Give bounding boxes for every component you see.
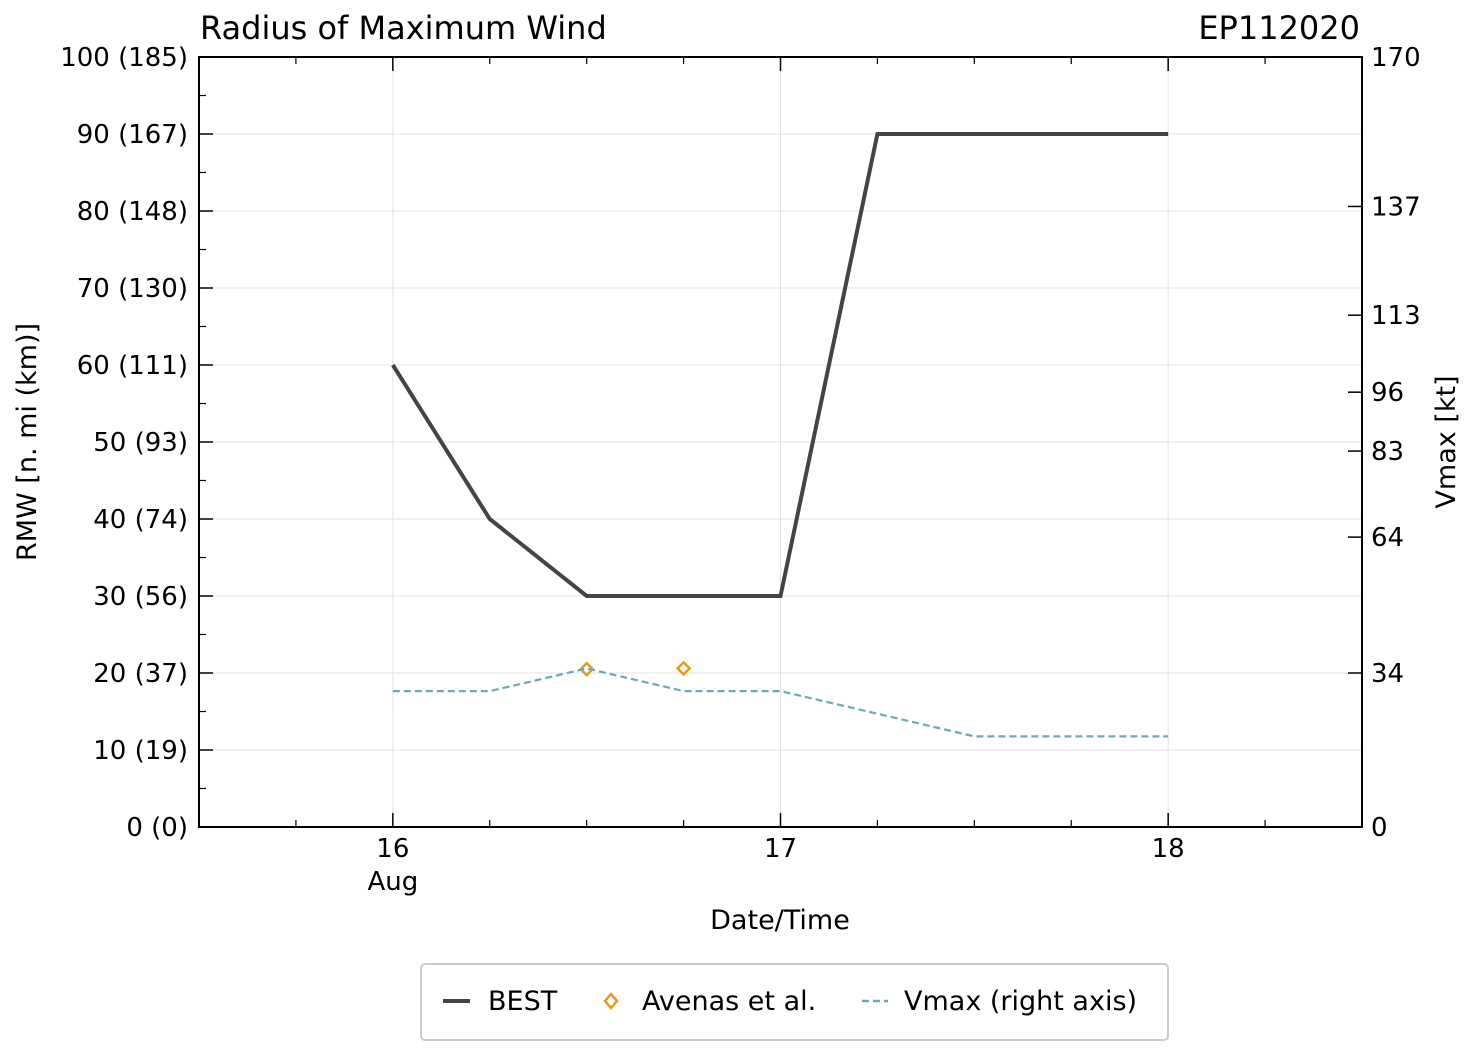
legend-vmax-label: Vmax (right axis) xyxy=(904,986,1137,1017)
y2-tick-label: 83 xyxy=(1371,437,1404,467)
avenas-point xyxy=(675,660,692,677)
x-tick-label: 16 xyxy=(376,834,409,864)
y-tick-label: 90 (167) xyxy=(77,120,188,150)
y-tick-label: 40 (74) xyxy=(93,505,188,535)
y-tick-label: 0 (0) xyxy=(126,813,188,843)
y2-tick-label: 96 xyxy=(1371,378,1404,408)
y-tick-label: 30 (56) xyxy=(93,582,188,612)
y-axis-label: RMW [n. mi (km)] xyxy=(12,323,43,561)
y2-axis-label: Vmax [kt] xyxy=(1431,375,1462,508)
y2-tick-label: 170 xyxy=(1371,43,1421,73)
grid-lines xyxy=(199,56,1362,828)
y2-tick-label: 137 xyxy=(1371,192,1421,222)
axes-layer: 0 (0) 10 (19) 20 (37) 30 (56) 40 (74) 50 (93)… xyxy=(60,43,1420,897)
y-tick-label: 100 (185) xyxy=(60,43,188,73)
avenas-point xyxy=(578,661,595,677)
legend-avenas-marker xyxy=(603,992,619,1010)
y2-tick-label: 34 xyxy=(1371,659,1404,689)
y-tick-label: 60 (111) xyxy=(77,351,188,381)
series-layer xyxy=(391,132,1169,738)
y2-tick-label: 0 xyxy=(1371,813,1388,843)
legend: BEST Avenas et al. Vmax (right axis) xyxy=(420,963,1169,1041)
y-tick-label: 10 (19) xyxy=(93,736,188,766)
y2-tick-label: 113 xyxy=(1371,301,1421,331)
best-line xyxy=(391,132,1169,598)
x-tick-label: 17 xyxy=(764,834,797,864)
x-tick-label: 18 xyxy=(1152,834,1185,864)
storm-id: EP112020 xyxy=(1198,9,1360,47)
legend-avenas-label: Avenas et al. xyxy=(642,986,816,1017)
chart-title: Radius of Maximum Wind xyxy=(200,9,607,47)
y-tick-label: 20 (37) xyxy=(93,659,188,689)
y-tick-label: 50 (93) xyxy=(93,428,188,458)
y2-tick-label: 64 xyxy=(1371,523,1404,553)
legend-box xyxy=(420,963,1169,1041)
legend-best-label: BEST xyxy=(488,986,558,1017)
y-tick-label: 70 (130) xyxy=(77,274,188,304)
x-axis-label: Date/Time xyxy=(710,905,850,936)
x-tick-sublabel: Aug xyxy=(367,867,418,897)
y-tick-label: 80 (148) xyxy=(77,197,188,227)
